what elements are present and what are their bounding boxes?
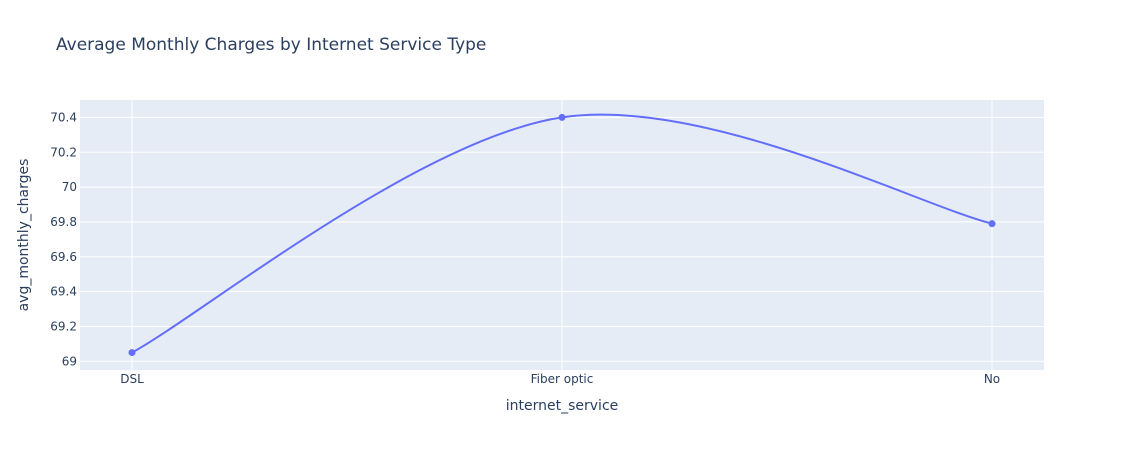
x-tick-label: Fiber optic — [531, 372, 594, 386]
series-layer — [128, 113, 996, 357]
y-tick-label: 69 — [62, 354, 77, 368]
y-tick-label: 69.4 — [50, 285, 77, 299]
data-point[interactable] — [988, 220, 996, 228]
x-gridlines — [131, 100, 993, 370]
y-tick-label: 70.2 — [50, 145, 77, 159]
chart-title: Average Monthly Charges by Internet Serv… — [56, 35, 486, 55]
y-axis-title: avg_monthly_charges — [16, 159, 32, 312]
y-tick-label: 69.8 — [50, 215, 77, 229]
x-axis-title: internet_service — [506, 398, 619, 414]
x-axis-ticks: DSL Fiber optic No — [120, 372, 1000, 386]
y-axis-ticks: 69 69.2 69.4 69.6 69.8 70 70.2 70.4 — [50, 110, 77, 368]
y-tick-label: 70.4 — [50, 110, 77, 124]
y-tick-label: 70 — [62, 180, 77, 194]
y-tick-label: 69.6 — [50, 250, 77, 264]
x-tick-label: No — [984, 372, 1000, 386]
data-point[interactable] — [128, 349, 136, 357]
data-point[interactable] — [558, 113, 566, 121]
x-tick-label: DSL — [120, 372, 144, 386]
y-tick-label: 69.2 — [50, 319, 77, 333]
